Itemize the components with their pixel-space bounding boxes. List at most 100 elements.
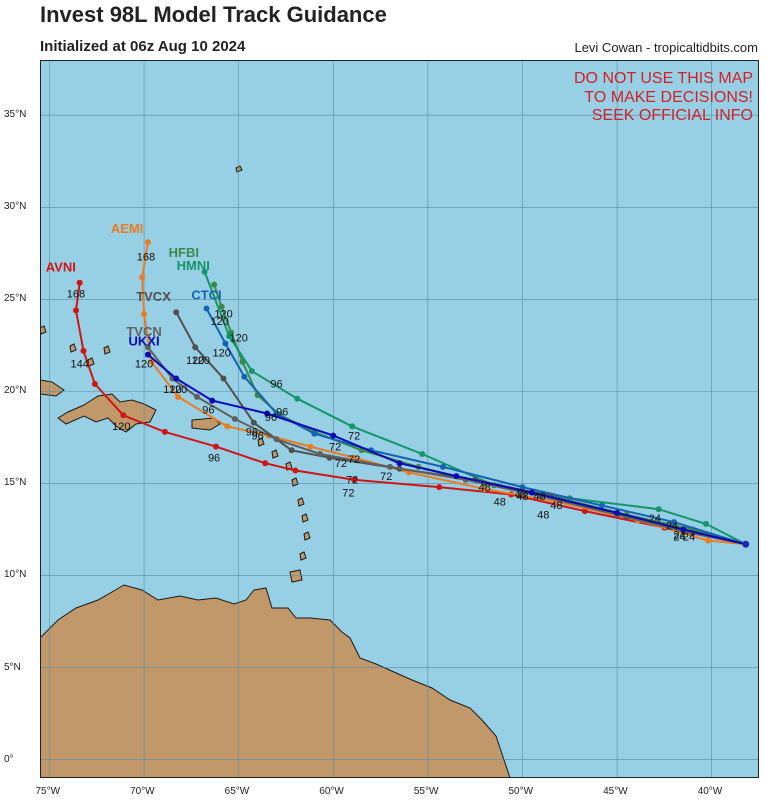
- track-point-aemi-7: [307, 443, 314, 450]
- hour-label-13: 72: [380, 471, 392, 483]
- track-point-ukxi-8: [209, 397, 216, 404]
- track-point-tvcx-9: [220, 375, 227, 382]
- model-name-ukxi: UKXI: [129, 333, 160, 348]
- hour-label-avni-5: 144: [71, 358, 89, 370]
- track-point-tvcn-7: [273, 436, 280, 443]
- track-point-avni-14: [76, 279, 83, 286]
- hour-label-avni-4: 120: [112, 421, 130, 433]
- warning-line-3: SEEK OFFICIAL INFO: [591, 107, 753, 124]
- map-title: Invest 98L Model Track Guidance: [40, 2, 387, 27]
- hour-label-19: 96: [270, 379, 282, 391]
- model-name-hfbi: HFBI: [169, 245, 199, 260]
- lon-tick-label-4: 55°W: [413, 786, 439, 797]
- hour-label-11: 72: [335, 458, 347, 470]
- track-point-aemi-9: [224, 423, 231, 430]
- track-point-ukxi-2: [614, 509, 621, 516]
- hour-label-avni-3: 96: [208, 452, 220, 464]
- hour-label-22: 120: [169, 384, 187, 396]
- lon-tick-label-3: 60°W: [319, 786, 344, 797]
- model-name-tvcn: TVCN: [126, 324, 161, 339]
- land-puerto-rico: [191, 417, 221, 431]
- hour-label-20: 120: [214, 309, 232, 321]
- lat-tick-label-3: 20°N: [4, 385, 27, 397]
- track-point-avni-7: [262, 460, 269, 467]
- lon-tick-label-0: 75°W: [35, 786, 61, 797]
- track-tvcn: [144, 344, 747, 546]
- warning-line-2: TO MAKE DECISIONS!: [584, 89, 753, 106]
- hour-label-8: 48: [479, 482, 491, 494]
- track-point-ukxi-4: [453, 473, 460, 480]
- hour-label-ukxi-1: 96: [202, 404, 214, 416]
- storm-origin-point: [742, 540, 750, 548]
- land-antilles-7: [303, 531, 311, 541]
- land-antilles-4: [291, 477, 299, 487]
- lon-tick-label-6: 45°W: [603, 786, 628, 797]
- map-credit: Levi Cowan - tropicaltidbits.com: [574, 40, 758, 55]
- lon-tick-label-5: 50°W: [508, 786, 534, 797]
- track-point-ukxi-10: [144, 351, 151, 358]
- track-point-avni-13: [73, 307, 79, 314]
- hour-label-avni-6: 168: [67, 288, 85, 300]
- hour-label-15: 72: [348, 430, 360, 442]
- hour-label-ctci-1: 120: [212, 347, 230, 359]
- track-point-tvcx-8: [250, 419, 257, 426]
- model-name-ctci: CTCI: [191, 287, 221, 302]
- land-antilles-2: [271, 449, 279, 459]
- land-antilles-6: [301, 513, 309, 523]
- track-point-aemi-13: [139, 274, 146, 281]
- model-name-aemi: AEMI: [111, 221, 143, 236]
- track-point-hfbi-13: [211, 281, 218, 288]
- track-point-tvcn-11: [144, 344, 151, 351]
- land-cuba: [40, 379, 65, 397]
- hour-label-17: 96: [265, 412, 277, 424]
- track-point-avni-6: [292, 467, 299, 474]
- lon-tick-label-1: 70°W: [130, 786, 155, 797]
- hour-label-avni-2: 72: [342, 487, 354, 499]
- track-point-hmni-7: [294, 395, 301, 402]
- track-point-tvcx-11: [173, 309, 180, 316]
- hour-label-5: 48: [533, 491, 545, 503]
- track-point-ctci-3: [519, 484, 526, 491]
- track-point-aemi-10: [175, 393, 182, 400]
- track-point-aemi-1: [704, 537, 711, 544]
- track-point-hmni-10: [201, 268, 208, 275]
- hour-label-3: 24: [673, 530, 685, 542]
- track-point-hmni-5: [419, 451, 426, 457]
- forecast-hour-labels: 2448729612014416816812012012012096120120…: [67, 252, 695, 544]
- hour-label-hmni-0: 120: [229, 333, 247, 345]
- hour-label-ukxi-0: 120: [135, 358, 153, 370]
- map-subtitle: Initialized at 06z Aug 10 2024: [40, 38, 246, 55]
- hour-label-4: 48: [514, 489, 526, 501]
- model-tracks: [73, 239, 750, 548]
- lon-tick-label-7: 40°W: [697, 786, 723, 797]
- hour-label-tvcx-1: 96: [246, 427, 258, 439]
- hour-label-21: 120: [192, 355, 210, 367]
- hour-label-9: 48: [516, 491, 528, 503]
- model-name-avni: AVNI: [46, 260, 76, 275]
- track-ukxi: [144, 351, 747, 546]
- lat-tick-label-5: 10°N: [4, 569, 27, 581]
- track-point-aemi-4: [481, 486, 488, 492]
- land-trinidad: [289, 569, 303, 583]
- track-point-ctci-8: [241, 373, 248, 380]
- track-point-ukxi-6: [330, 432, 337, 439]
- hour-label-avni-0: 24: [673, 532, 685, 544]
- hour-label-1: 24: [666, 520, 678, 532]
- hour-label-7: 48: [537, 509, 549, 521]
- track-point-hmni-8: [248, 368, 255, 375]
- lat-tick-label-2: 25°N: [4, 293, 27, 305]
- land-antilles-5: [297, 497, 305, 507]
- lat-tick-label-4: 15°N: [4, 477, 27, 489]
- track-point-ukxi-7: [264, 410, 271, 417]
- land-south-america: [40, 584, 511, 778]
- hour-label-6: 48: [550, 500, 562, 512]
- track-point-ukxi-9: [173, 375, 180, 382]
- track-point-tvcn-6: [317, 451, 323, 457]
- track-point-tvcn-8: [231, 416, 238, 422]
- hour-label-2: 24: [649, 513, 661, 525]
- model-name-tvcx: TVCX: [136, 289, 171, 304]
- track-point-aemi-11: [148, 358, 155, 365]
- hour-label-10: 72: [329, 441, 341, 453]
